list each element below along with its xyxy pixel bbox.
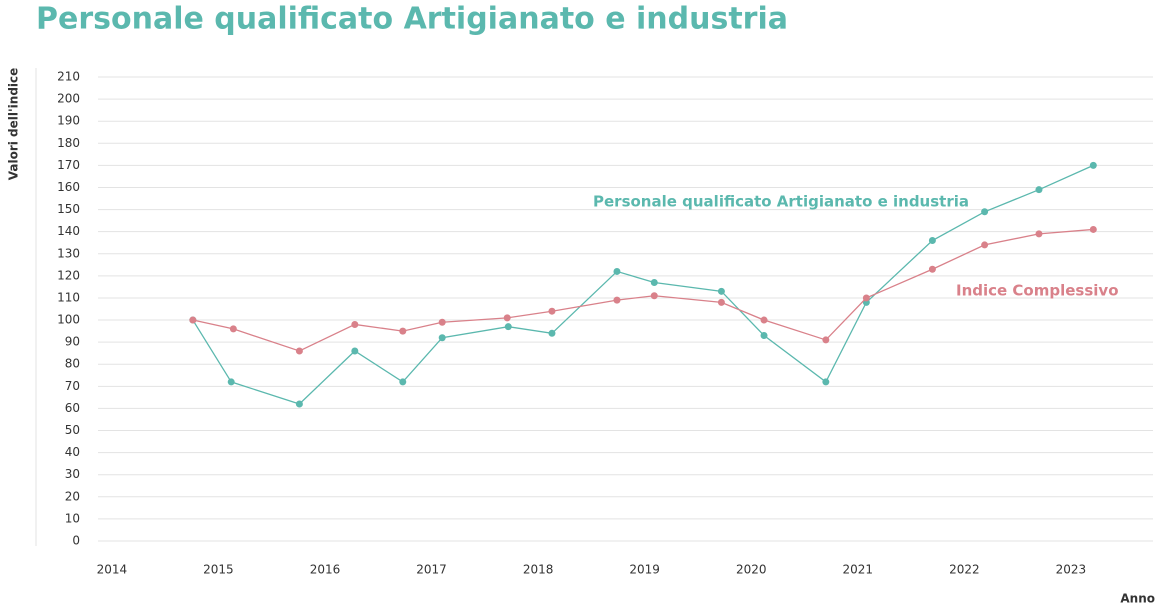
y-tick-label: 150	[57, 202, 80, 216]
x-tick-label: 2020	[736, 563, 767, 577]
series-line	[192, 228, 1094, 352]
x-tick-label: 2015	[203, 563, 234, 577]
point	[981, 241, 989, 249]
point	[760, 332, 768, 340]
x-tick-label: 2017	[416, 563, 447, 577]
y-tick-label: 40	[65, 445, 80, 459]
point	[981, 208, 989, 216]
y-tick-label: 190	[57, 114, 80, 128]
y-tick-label: 20	[65, 489, 80, 503]
series-label: Indice Complessivo	[956, 282, 1119, 300]
point	[548, 307, 556, 315]
point	[1035, 186, 1043, 194]
point	[351, 320, 359, 328]
series-line	[192, 164, 1094, 405]
point	[613, 267, 621, 275]
point	[928, 237, 936, 245]
x-tick-label: 2019	[629, 563, 660, 577]
point	[650, 292, 658, 300]
point	[548, 329, 556, 337]
point	[295, 347, 303, 355]
point	[503, 314, 511, 322]
point	[438, 334, 446, 342]
y-tick-label: 120	[57, 268, 80, 282]
x-axis-title: Anno	[1120, 592, 1155, 606]
point	[613, 296, 621, 304]
point	[717, 287, 725, 295]
y-tick-label: 30	[65, 467, 80, 481]
y-tick-label: 110	[57, 290, 80, 304]
y-tick-label: 100	[57, 313, 80, 327]
y-tick-label: 200	[57, 92, 80, 106]
y-tick-label: 70	[65, 379, 80, 393]
point	[1089, 161, 1097, 169]
x-tick-label: 2021	[843, 563, 874, 577]
point	[1035, 230, 1043, 238]
point	[717, 298, 725, 306]
point	[438, 318, 446, 326]
point	[862, 294, 870, 302]
y-tick-label: 60	[65, 401, 80, 415]
point	[822, 336, 830, 344]
x-tick-label: 2018	[523, 563, 554, 577]
point	[822, 378, 830, 386]
point	[295, 400, 303, 408]
y-tick-label: 90	[65, 335, 80, 349]
point	[760, 316, 768, 324]
y-tick-label: 210	[57, 70, 80, 84]
y-tick-label: 80	[65, 357, 80, 371]
y-tick-label: 160	[57, 180, 80, 194]
y-tick-label: 50	[65, 423, 80, 437]
point	[650, 278, 658, 286]
y-tick-label: 180	[57, 136, 80, 150]
point	[189, 316, 197, 324]
y-axis-title: Valori dell'indice	[7, 68, 21, 181]
y-tick-label: 10	[65, 511, 80, 525]
point	[351, 347, 359, 355]
y-tick-label: 0	[72, 534, 80, 548]
series-label: Personale qualificato Artigianato e indu…	[593, 193, 969, 211]
x-tick-label: 2016	[310, 563, 341, 577]
point	[928, 265, 936, 273]
point	[504, 323, 512, 331]
x-tick-label: 2022	[949, 563, 980, 577]
point	[1089, 225, 1097, 233]
point	[229, 325, 237, 333]
y-tick-label: 170	[57, 158, 80, 172]
point	[399, 327, 407, 335]
y-tick-label: 140	[57, 224, 80, 238]
x-tick-label: 2014	[97, 563, 128, 577]
point	[227, 378, 235, 386]
point	[399, 378, 407, 386]
y-tick-label: 130	[57, 246, 80, 260]
chart-title: Personale qualificato Artigianato e indu…	[36, 2, 788, 37]
x-tick-label: 2023	[1056, 563, 1087, 577]
